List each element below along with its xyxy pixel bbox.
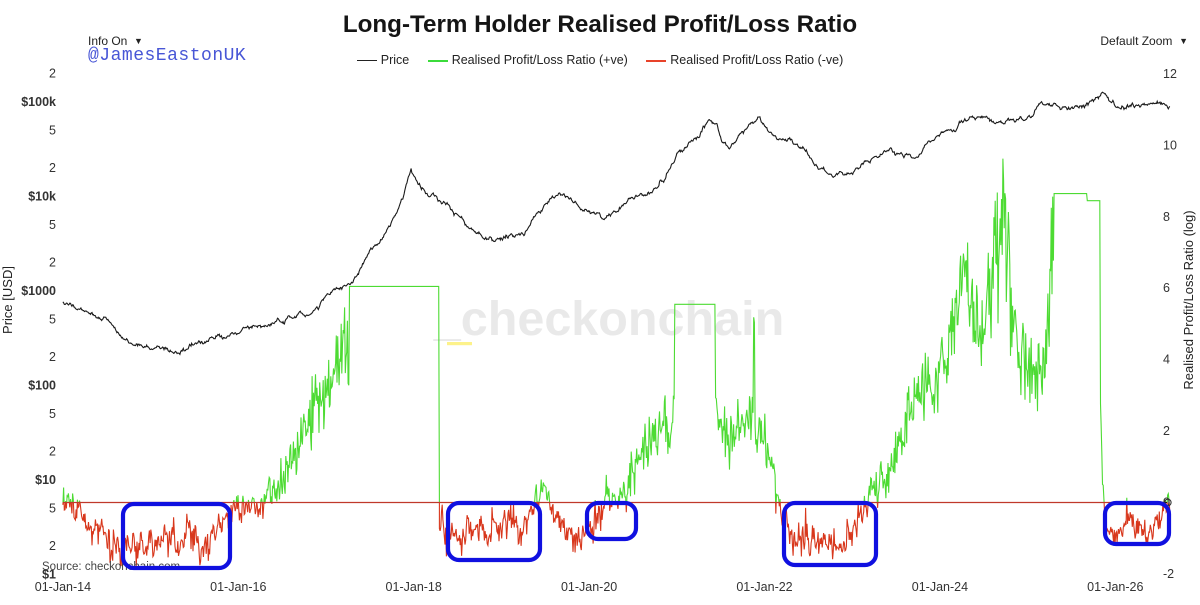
svg-text:5: 5 (49, 502, 56, 516)
svg-text:_checkonchain: _checkonchain (433, 292, 784, 346)
svg-text:01-Jan-18: 01-Jan-18 (386, 580, 442, 594)
svg-text:Price [USD]: Price [USD] (0, 266, 15, 334)
svg-text:12: 12 (1163, 67, 1177, 81)
svg-text:01-Jan-14: 01-Jan-14 (35, 580, 91, 594)
svg-text:2: 2 (49, 539, 56, 553)
svg-text:5: 5 (49, 218, 56, 232)
svg-text:2: 2 (49, 161, 56, 175)
svg-text:2: 2 (49, 256, 56, 270)
svg-text:01-Jan-24: 01-Jan-24 (912, 580, 968, 594)
svg-text:$1000: $1000 (21, 284, 56, 298)
svg-text:6: 6 (1163, 281, 1170, 295)
svg-text:2: 2 (49, 67, 56, 81)
svg-text:5: 5 (49, 313, 56, 327)
svg-text:2: 2 (49, 350, 56, 364)
svg-text:8: 8 (1163, 210, 1170, 224)
svg-text:Realised Profit/Loss Ratio (lo: Realised Profit/Loss Ratio (log) (1181, 210, 1196, 389)
svg-text:$10k: $10k (28, 190, 56, 204)
svg-text:01-Jan-16: 01-Jan-16 (210, 580, 266, 594)
svg-text:5: 5 (49, 407, 56, 421)
svg-text:-2: -2 (1163, 567, 1174, 581)
svg-text:01-Jan-26: 01-Jan-26 (1087, 580, 1143, 594)
svg-text:$100k: $100k (21, 95, 56, 109)
svg-text:2: 2 (49, 445, 56, 459)
svg-text:$10: $10 (35, 473, 56, 487)
svg-text:$100: $100 (28, 379, 56, 393)
svg-text:4: 4 (1163, 353, 1170, 367)
svg-text:2: 2 (1163, 424, 1170, 438)
svg-text:01-Jan-20: 01-Jan-20 (561, 580, 617, 594)
svg-text:10: 10 (1163, 138, 1177, 152)
svg-text:01-Jan-22: 01-Jan-22 (736, 580, 792, 594)
svg-text:5: 5 (49, 124, 56, 138)
